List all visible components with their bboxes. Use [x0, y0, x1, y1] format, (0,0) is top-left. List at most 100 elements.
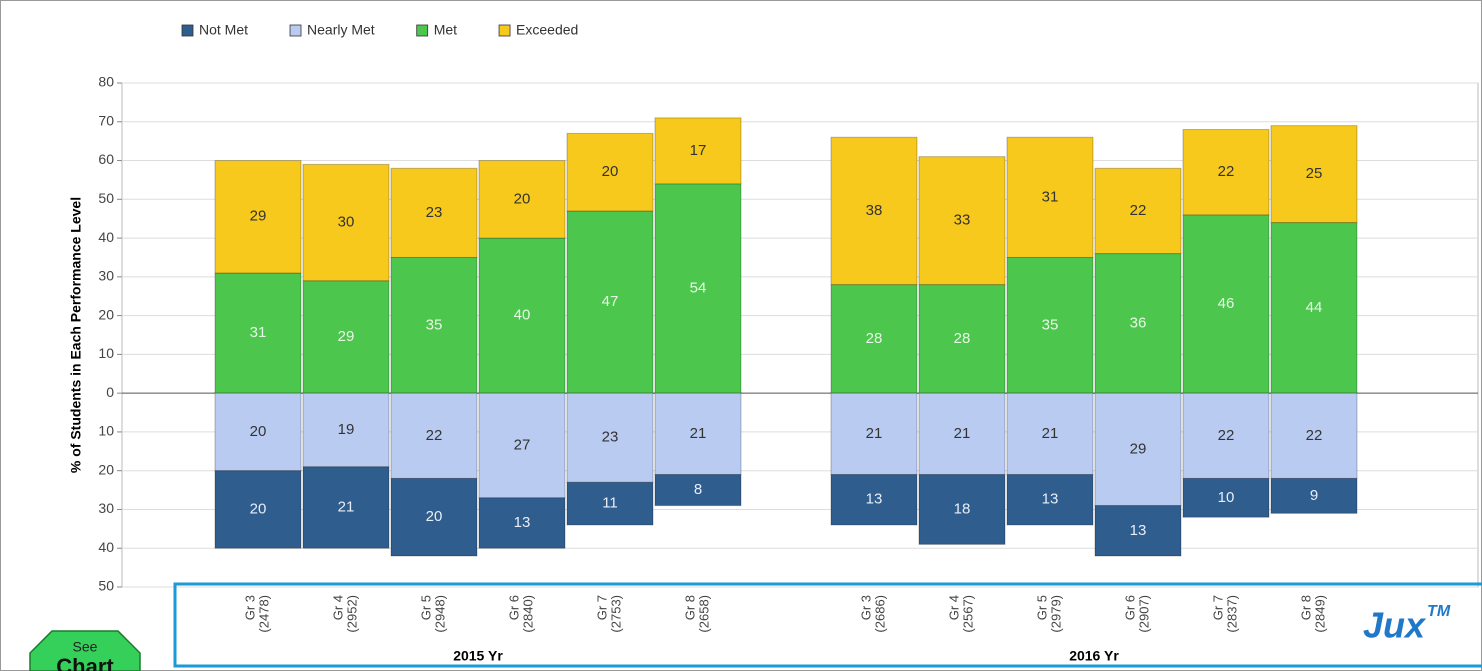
y-tick-label: 50 [98, 578, 114, 594]
data-label: 23 [426, 204, 443, 221]
bar-segment [830, 136, 918, 286]
bar-segment [302, 280, 390, 394]
bar-segment [654, 117, 742, 185]
y-tick-label: 30 [98, 268, 114, 284]
x-tick-label: Gr 7 [594, 595, 609, 620]
bar-segment [1006, 136, 1094, 258]
data-label: 54 [690, 279, 707, 296]
bar-segment [830, 474, 918, 526]
bar-segment [918, 474, 1006, 545]
data-label: 20 [250, 423, 267, 440]
y-tick-label: 30 [98, 500, 114, 516]
x-tick-label: Gr 4 [330, 595, 345, 620]
bar-segment [566, 210, 654, 394]
x-tick-label: (2952) [344, 595, 359, 633]
bar-segment [566, 481, 654, 526]
group-label: 2016 Yr [1069, 648, 1119, 664]
y-tick-label: 20 [98, 461, 114, 477]
bar-segment [390, 392, 478, 479]
data-label: 44 [1306, 299, 1323, 316]
data-label: 18 [954, 500, 971, 517]
x-tick-label: Gr 8 [1298, 595, 1313, 620]
legend-label: Met [434, 22, 457, 38]
bar-segment [1006, 474, 1094, 526]
see-chart-button[interactable] [29, 630, 141, 671]
y-tick-label: 10 [98, 423, 114, 439]
data-label: 46 [1218, 295, 1235, 312]
bar-segment [1094, 253, 1182, 394]
data-label: 40 [514, 307, 531, 324]
x-tick-label: Gr 6 [506, 595, 521, 620]
data-label: 17 [690, 142, 707, 159]
data-label: 21 [690, 425, 707, 442]
x-tick-label: (2837) [1224, 595, 1239, 633]
data-label: 21 [954, 425, 971, 442]
bar-segment [1094, 392, 1182, 507]
legend-label: Nearly Met [307, 22, 375, 38]
x-tick-label: (2840) [520, 595, 535, 633]
bar-segment [390, 167, 478, 258]
y-tick-label: 80 [98, 74, 114, 90]
data-label: 20 [250, 500, 267, 517]
button-label: Chart [56, 654, 114, 671]
button-label: See [73, 639, 98, 655]
data-label: 13 [1042, 491, 1059, 508]
data-label: 28 [866, 330, 883, 347]
x-tick-label: (2948) [432, 595, 447, 633]
bar-segment [566, 132, 654, 212]
bar-segment [302, 392, 390, 468]
data-label: 28 [954, 330, 971, 347]
data-label: 22 [426, 427, 443, 444]
y-tick-label: 50 [98, 190, 114, 206]
legend-swatch [181, 24, 194, 37]
bar-segment [390, 477, 478, 557]
bar-segment [918, 284, 1006, 394]
data-label: 13 [866, 491, 883, 508]
y-tick-label: 0 [106, 384, 114, 400]
x-tick-label: (2849) [1312, 595, 1327, 633]
bar-segment [214, 470, 302, 549]
data-label: 31 [250, 324, 267, 341]
data-label: 30 [338, 214, 355, 231]
data-label: 38 [866, 202, 883, 219]
x-tick-label: (2686) [872, 595, 887, 633]
x-tick-label: (2478) [256, 595, 271, 633]
y-tick-label: 20 [98, 306, 114, 322]
y-tick-label: 10 [98, 345, 114, 361]
data-label: 8 [694, 481, 702, 498]
data-label: 29 [1130, 440, 1147, 457]
bar-segment [1094, 167, 1182, 255]
bar-segment [478, 392, 566, 499]
bar-segment [478, 160, 566, 239]
data-label: 22 [1218, 163, 1235, 180]
data-label: 22 [1130, 202, 1147, 219]
bar-segment [830, 284, 918, 394]
legend-label: Exceeded [516, 22, 578, 38]
bar-segment [1182, 129, 1270, 216]
selection-box [173, 582, 1482, 668]
bar-segment [1006, 256, 1094, 394]
data-label: 47 [602, 293, 619, 310]
bar-segment [1270, 392, 1358, 479]
bar-segment [1006, 392, 1094, 476]
bar-segment [478, 237, 566, 394]
bar-segment [1270, 222, 1358, 394]
data-label: 9 [1310, 487, 1318, 504]
data-label: 22 [1306, 427, 1323, 444]
x-tick-label: Gr 7 [1210, 595, 1225, 620]
y-tick-label: 60 [98, 151, 114, 167]
bar-segment [390, 256, 478, 394]
data-label: 11 [602, 495, 618, 512]
x-tick-label: (2907) [1136, 595, 1151, 633]
data-label: 21 [1042, 425, 1059, 442]
bar-segment [1270, 125, 1358, 224]
logo-mark: TM [1427, 603, 1451, 620]
bar-segment [654, 392, 742, 476]
data-label: 23 [602, 429, 619, 446]
x-tick-label: Gr 5 [418, 595, 433, 620]
data-label: 36 [1130, 314, 1147, 331]
data-label: 13 [514, 514, 531, 531]
x-tick-label: Gr 6 [1122, 595, 1137, 620]
